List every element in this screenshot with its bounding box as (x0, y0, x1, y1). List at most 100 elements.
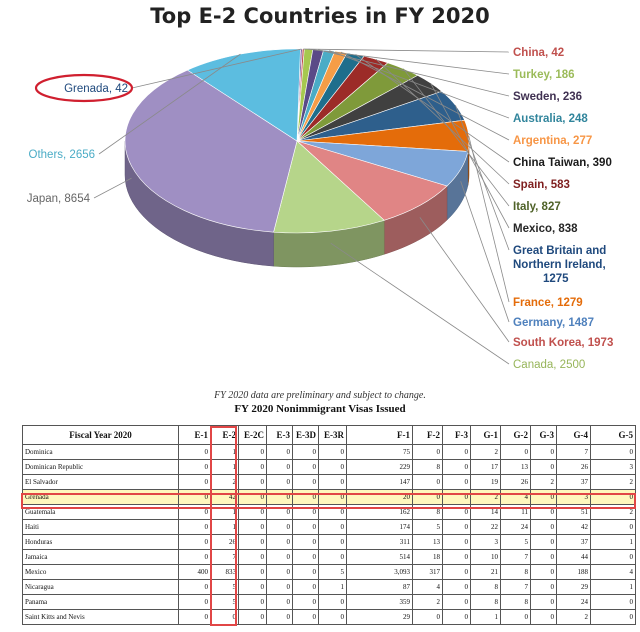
value-cell: 0 (318, 594, 347, 610)
column-header-g-1: G-1 (470, 425, 501, 445)
leader-line-china (303, 48, 510, 53)
value-cell: 0 (266, 534, 293, 550)
table-row: Saint Kitts and Nevis 0 0 0 0 0 0 29 0 0 1 0 0 2 0 (22, 609, 636, 625)
value-cell: 188 (556, 564, 591, 580)
value-cell: 0 (590, 489, 636, 505)
country-cell: Mexico (22, 564, 179, 580)
value-cell: 3 (556, 489, 591, 505)
pie-label-italy: Italy, 827 (513, 201, 561, 213)
value-cell: 0 (530, 609, 557, 625)
value-cell: 2 (412, 594, 443, 610)
value-cell: 0 (266, 549, 293, 565)
value-cell: 0 (292, 459, 319, 475)
leader-line-argentina (340, 51, 510, 141)
value-cell: 5 (412, 519, 443, 535)
leader-line-sweden (318, 49, 510, 97)
country-cell: Dominica (22, 444, 179, 460)
value-cell: 147 (346, 474, 413, 490)
value-cell: 42 (556, 519, 591, 535)
value-cell: 0 (292, 579, 319, 595)
value-cell: 1 (210, 444, 239, 460)
column-header-e-3d: E-3D (292, 425, 319, 445)
value-cell: 0 (266, 504, 293, 520)
table-body: Dominica 0 1 0 0 0 0 75 0 0 2 0 0 7 0 Dominican Republi… (22, 444, 636, 625)
value-cell: 0 (266, 519, 293, 535)
column-header-f-2: F-2 (412, 425, 443, 445)
leader-line-china-taiwan (355, 54, 510, 163)
value-cell: 0 (442, 534, 471, 550)
column-header-e-3: E-3 (266, 425, 293, 445)
leader-line-great-britain-and-northern-ireland (455, 105, 510, 251)
value-cell: 8 (500, 564, 531, 580)
value-cell: 2 (556, 609, 591, 625)
value-cell: 0 (178, 444, 211, 460)
table-row: Dominican Republic 0 1 0 0 0 0 229 8 0 17 13 0 26 3 (22, 459, 636, 475)
value-cell: 0 (442, 579, 471, 595)
leader-line-south-korea (419, 217, 510, 343)
value-cell: 0 (292, 474, 319, 490)
country-cell: Nicaragua (22, 579, 179, 595)
value-cell: 26 (500, 474, 531, 490)
value-cell: 2 (590, 474, 636, 490)
value-cell: 8 (470, 579, 501, 595)
value-cell: 311 (346, 534, 413, 550)
value-cell: 0 (292, 609, 319, 625)
value-cell: 0 (590, 519, 636, 535)
value-cell: 0 (292, 564, 319, 580)
value-cell: 0 (292, 519, 319, 535)
value-cell: 8 (412, 459, 443, 475)
value-cell: 3 (590, 459, 636, 475)
value-cell: 0 (530, 519, 557, 535)
value-cell: 174 (346, 519, 413, 535)
value-cell: 0 (530, 504, 557, 520)
value-cell: 0 (178, 474, 211, 490)
value-cell: 87 (346, 579, 413, 595)
value-cell: 0 (318, 549, 347, 565)
value-cell: 0 (238, 459, 267, 475)
value-cell: 0 (266, 609, 293, 625)
leader-line-canada (330, 242, 510, 365)
pie-label-grenada: Grenada, 42 (64, 83, 128, 95)
table-row: El Salvador 0 2 0 0 0 0 147 0 0 19 26 2 37 2 (22, 474, 636, 490)
pie-slice-canada (273, 140, 385, 234)
value-cell: 7 (500, 579, 531, 595)
value-cell: 4 (412, 579, 443, 595)
value-cell: 317 (412, 564, 443, 580)
table-row: Grenada 0 42 0 0 0 0 20 0 0 2 4 0 3 0 (22, 489, 636, 505)
column-header-e-3r: E-3R (318, 425, 347, 445)
value-cell: 37 (556, 534, 591, 550)
pie-labels: Grenada, 42 China, 42 Turkey, 186 Sweden, 2… (27, 47, 614, 371)
value-cell: 0 (266, 579, 293, 595)
value-cell: 833 (210, 564, 239, 580)
country-cell: Panama (22, 594, 179, 610)
value-cell: 0 (178, 549, 211, 565)
value-cell: 2 (530, 474, 557, 490)
pie-label-japan: Japan, 8654 (27, 193, 91, 205)
value-cell: 2 (470, 489, 501, 505)
value-cell: 0 (442, 609, 471, 625)
value-cell: 0 (530, 594, 557, 610)
country-cell: Haiti (22, 519, 179, 535)
value-cell: 51 (556, 504, 591, 520)
table-row: Honduras 0 26 0 0 0 0 311 13 0 3 5 0 37 1 (22, 534, 636, 550)
value-cell: 0 (292, 489, 319, 505)
pie-label-great-britain-and-northern-ireland: Great Britain and Northern Ireland, 1275 (513, 245, 606, 285)
pie-label-canada: Canada, 2500 (513, 359, 585, 371)
leader-line-france (468, 135, 510, 303)
value-cell: 0 (178, 609, 211, 625)
table-row: Mexico 400 833 0 0 0 5 3,093 317 0 21 8 0 188 4 (22, 564, 636, 580)
value-cell: 359 (346, 594, 413, 610)
pie-slice-south-korea (296, 140, 448, 221)
leader-line-italy (403, 68, 510, 207)
value-cell: 400 (178, 564, 211, 580)
column-header-g-2: G-2 (500, 425, 531, 445)
column-header-e-2c: E-2C (238, 425, 267, 445)
value-cell: 1 (590, 534, 636, 550)
value-cell: 0 (412, 474, 443, 490)
value-cell: 4 (500, 489, 531, 505)
table-row: Guatemala 0 1 0 0 0 0 162 8 0 14 11 0 51 2 (22, 504, 636, 520)
value-cell: 0 (292, 594, 319, 610)
value-cell: 0 (238, 549, 267, 565)
value-cell: 0 (318, 504, 347, 520)
value-cell: 0 (318, 459, 347, 475)
